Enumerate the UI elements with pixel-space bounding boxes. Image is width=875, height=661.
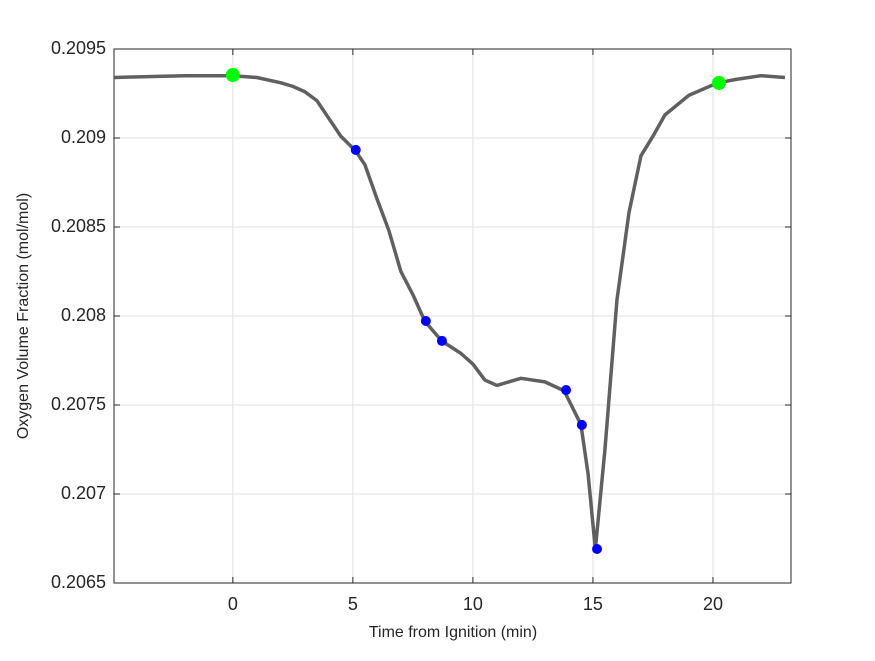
y-tick-label: 0.2095 bbox=[51, 38, 106, 58]
data-point bbox=[561, 385, 572, 396]
y-tick-label: 0.2075 bbox=[51, 394, 106, 414]
x-tick-label: 20 bbox=[703, 594, 723, 614]
y-axis-label: Oxygen Volume Fraction (mol/mol) bbox=[15, 193, 32, 439]
data-line bbox=[113, 73, 786, 551]
data-point bbox=[436, 335, 447, 346]
x-tick-label: 5 bbox=[348, 594, 358, 614]
plot-frame bbox=[113, 48, 792, 584]
y-tick-label: 0.2065 bbox=[51, 572, 106, 592]
data-point bbox=[711, 75, 726, 90]
data-point bbox=[576, 419, 587, 430]
y-tick-label: 0.2085 bbox=[51, 216, 106, 236]
y-tick-label: 0.209 bbox=[61, 127, 106, 147]
data-point bbox=[350, 144, 361, 155]
y-tick-label: 0.207 bbox=[61, 483, 106, 503]
data-point bbox=[225, 67, 240, 82]
x-tick-label: 10 bbox=[463, 594, 483, 614]
x-tick-label: 15 bbox=[583, 594, 603, 614]
x-tick-label: 0 bbox=[228, 594, 238, 614]
data-point bbox=[420, 315, 431, 326]
x-axis-label: Time from Ignition (min) bbox=[369, 624, 537, 641]
y-tick-label: 0.208 bbox=[61, 305, 106, 325]
data-point bbox=[592, 544, 603, 555]
